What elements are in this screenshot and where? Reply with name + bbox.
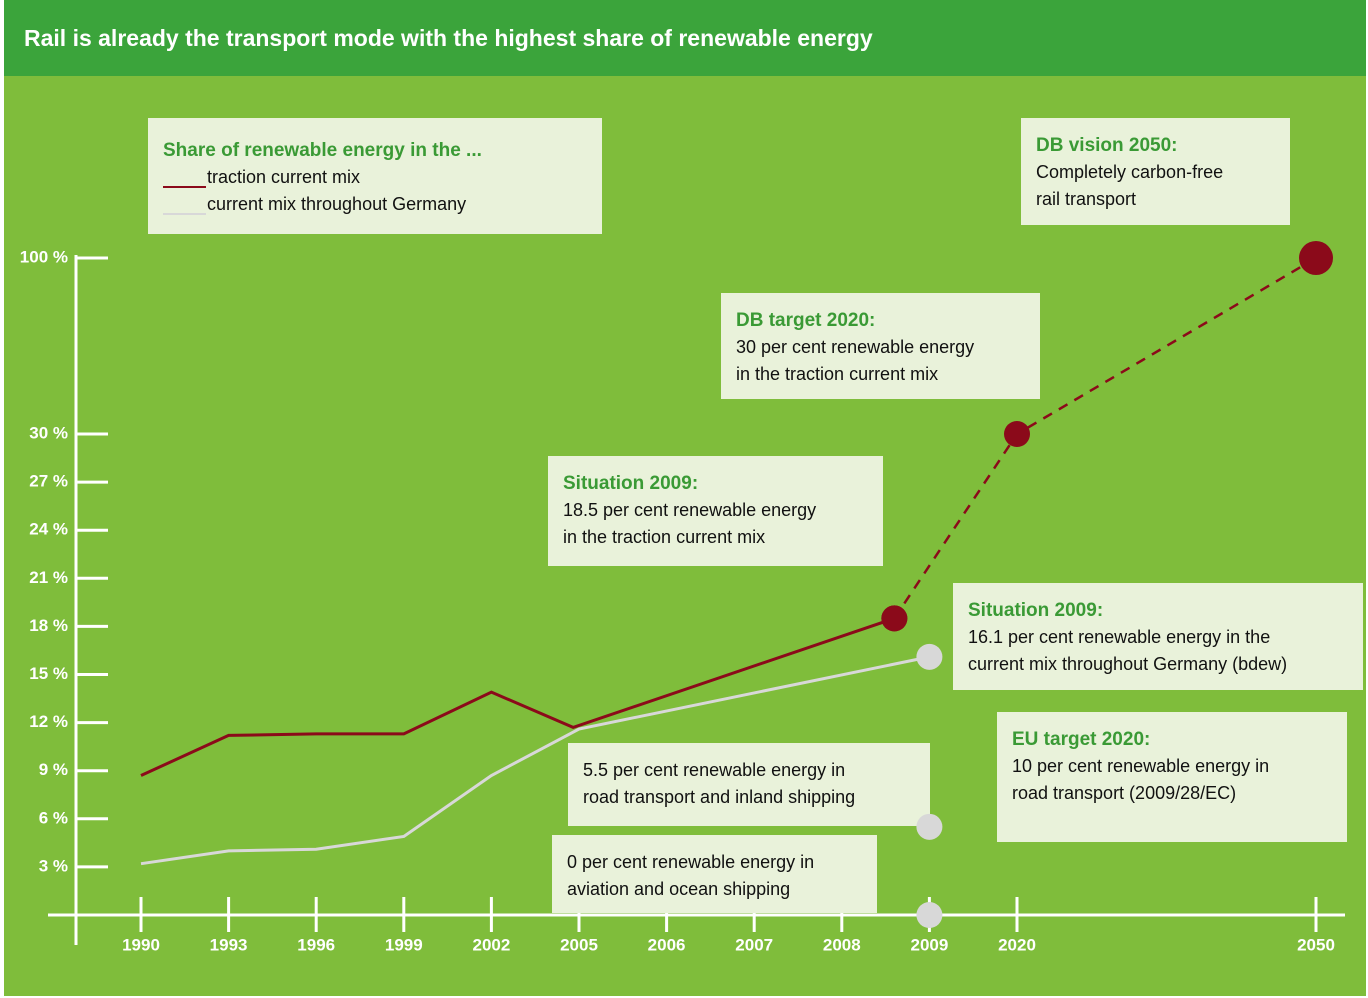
x-tick-label: 2006 <box>648 935 686 954</box>
x-tick-label: 2007 <box>735 935 773 954</box>
y-tick-label: 6 % <box>39 808 68 827</box>
data-point <box>916 902 943 928</box>
annotation-text: 16.1 per cent renewable energy in the <box>968 627 1270 647</box>
x-tick-label: 2005 <box>560 935 598 954</box>
annotation-box <box>1021 118 1290 225</box>
data-point <box>1299 241 1333 275</box>
annotation-text: 30 per cent renewable energy <box>736 337 974 357</box>
annotation-text: Completely carbon-free <box>1036 162 1223 182</box>
annotation-text: 18.5 per cent renewable energy <box>563 500 816 520</box>
series-line <box>140 655 930 866</box>
data-point <box>1004 421 1030 447</box>
y-tick-label: 3 % <box>39 856 68 875</box>
annotation-title: DB target 2020: <box>736 310 875 331</box>
x-tick-label: 2050 <box>1297 935 1335 954</box>
x-tick-label: 2002 <box>472 935 510 954</box>
annotation-text: in the traction current mix <box>736 364 938 384</box>
annotation-text: current mix throughout Germany (bdew) <box>968 654 1287 674</box>
annotation-text: rail transport <box>1036 189 1136 209</box>
x-tick-label: 2008 <box>823 935 861 954</box>
annotation-box <box>953 583 1363 690</box>
annotation-text: aviation and ocean shipping <box>567 879 790 899</box>
x-tick-label: 1996 <box>297 935 335 954</box>
x-tick-label: 1993 <box>210 935 248 954</box>
data-point <box>916 643 943 670</box>
y-tick-label: 27 % <box>29 472 68 491</box>
y-tick-label: 9 % <box>39 760 68 779</box>
series-line <box>140 616 895 777</box>
annotation-text: road transport and inland shipping <box>583 787 855 807</box>
y-tick-label: 21 % <box>29 568 68 587</box>
header <box>4 0 1366 76</box>
x-tick-label: 2009 <box>910 935 948 954</box>
y-tick-label: 18 % <box>29 616 68 635</box>
data-point <box>916 813 943 840</box>
annotation-box <box>548 456 883 566</box>
legend-title: Share of renewable energy in the ... <box>163 140 482 161</box>
annotation-text: 5.5 per cent renewable energy in <box>583 760 845 780</box>
y-tick-label: 12 % <box>29 712 68 731</box>
y-tick-label: 15 % <box>29 664 68 683</box>
annotation-title: Situation 2009: <box>968 600 1103 621</box>
annotation-box <box>552 835 877 913</box>
legend <box>148 118 602 234</box>
data-point <box>881 605 908 632</box>
y-tick-label: 100 % <box>20 247 68 266</box>
annotation-text: in the traction current mix <box>563 527 765 547</box>
annotation-title: EU target 2020: <box>1012 729 1150 750</box>
annotation-text: 10 per cent renewable energy in <box>1012 756 1269 776</box>
y-tick-label: 24 % <box>29 520 68 539</box>
x-tick-label: 1990 <box>122 935 160 954</box>
annotation-box <box>997 712 1347 842</box>
annotation-text: road transport (2009/28/EC) <box>1012 783 1236 803</box>
chart-title: Rail is already the transport mode with … <box>24 25 873 51</box>
legend-label: traction current mix <box>207 167 360 187</box>
annotation-box <box>568 743 930 826</box>
x-tick-label: 2020 <box>998 935 1036 954</box>
legend-label: current mix throughout Germany <box>207 194 466 214</box>
annotation-text: 0 per cent renewable energy in <box>567 852 814 872</box>
y-tick-label: 30 % <box>29 423 68 442</box>
annotation-box <box>721 293 1040 399</box>
x-tick-label: 1999 <box>385 935 423 954</box>
annotation-title: DB vision 2050: <box>1036 135 1178 156</box>
annotation-title: Situation 2009: <box>563 473 698 494</box>
